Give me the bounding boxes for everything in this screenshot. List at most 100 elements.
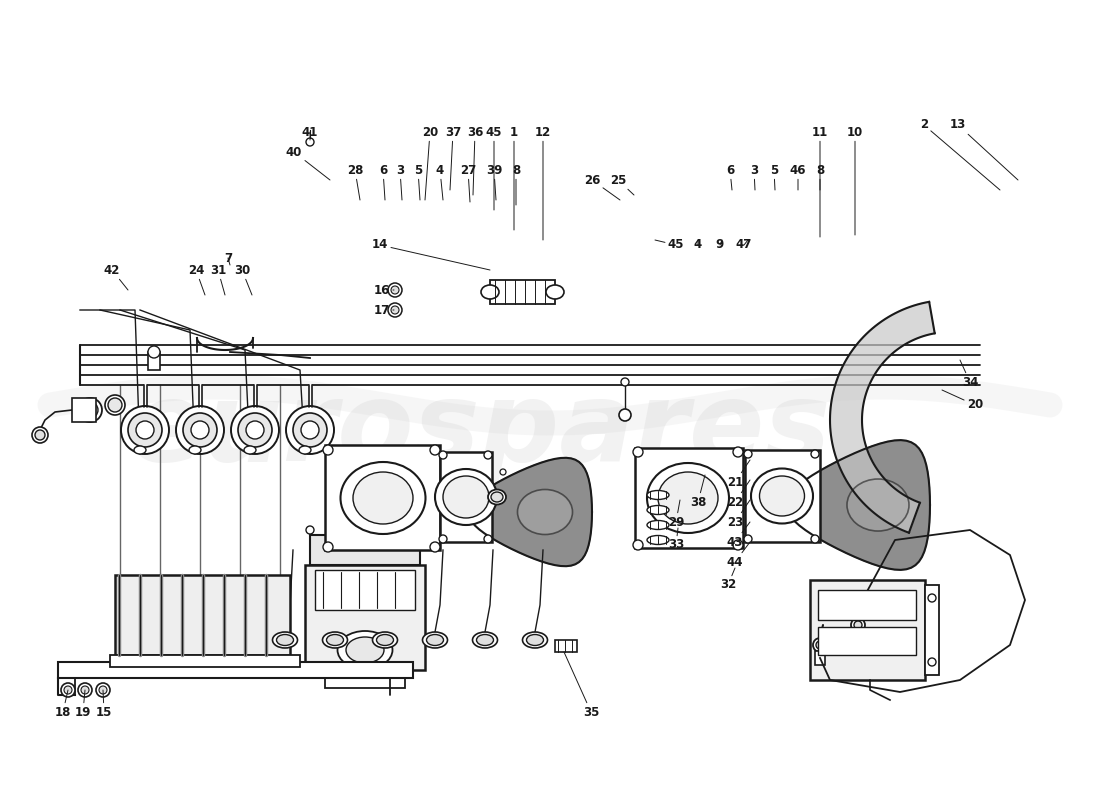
Text: 42: 42 bbox=[103, 263, 128, 290]
Text: 34: 34 bbox=[960, 360, 978, 389]
Bar bbox=[148, 352, 159, 370]
Text: 24: 24 bbox=[188, 263, 205, 295]
Circle shape bbox=[128, 413, 162, 447]
Ellipse shape bbox=[338, 631, 393, 669]
Ellipse shape bbox=[847, 479, 909, 531]
Circle shape bbox=[851, 618, 865, 632]
Ellipse shape bbox=[299, 446, 311, 454]
Bar bbox=[58, 662, 412, 678]
Circle shape bbox=[286, 406, 334, 454]
Text: 45: 45 bbox=[486, 126, 503, 210]
Text: 43: 43 bbox=[727, 522, 750, 549]
Text: 20: 20 bbox=[942, 390, 983, 411]
Circle shape bbox=[621, 378, 629, 386]
Text: 14: 14 bbox=[372, 238, 490, 270]
Circle shape bbox=[744, 450, 752, 458]
Ellipse shape bbox=[647, 521, 669, 530]
Ellipse shape bbox=[346, 637, 384, 663]
Text: 36: 36 bbox=[466, 126, 483, 195]
Text: 40: 40 bbox=[286, 146, 330, 180]
Bar bbox=[818, 590, 916, 620]
Text: eurospares: eurospares bbox=[129, 377, 832, 483]
Circle shape bbox=[430, 542, 440, 552]
Circle shape bbox=[35, 430, 45, 440]
Bar bbox=[324, 445, 440, 550]
Circle shape bbox=[64, 686, 72, 694]
Text: 16: 16 bbox=[374, 283, 394, 297]
Circle shape bbox=[323, 542, 333, 552]
Text: 8: 8 bbox=[816, 163, 824, 190]
Ellipse shape bbox=[527, 634, 543, 646]
Text: 10: 10 bbox=[847, 126, 864, 235]
Circle shape bbox=[183, 413, 217, 447]
Text: 9: 9 bbox=[716, 238, 724, 251]
Text: 39: 39 bbox=[486, 163, 503, 200]
Ellipse shape bbox=[373, 632, 397, 648]
Circle shape bbox=[99, 686, 107, 694]
Circle shape bbox=[928, 594, 936, 602]
Circle shape bbox=[231, 406, 279, 454]
Bar bbox=[925, 585, 939, 675]
Text: 3: 3 bbox=[750, 163, 758, 190]
Text: 5: 5 bbox=[414, 163, 422, 200]
Circle shape bbox=[191, 421, 209, 439]
Text: 22: 22 bbox=[727, 480, 750, 509]
Circle shape bbox=[484, 535, 492, 543]
Ellipse shape bbox=[751, 469, 813, 523]
Text: 41: 41 bbox=[301, 126, 318, 140]
Circle shape bbox=[811, 450, 819, 458]
Circle shape bbox=[301, 421, 319, 439]
Text: 31: 31 bbox=[210, 263, 227, 295]
Circle shape bbox=[430, 445, 440, 455]
Circle shape bbox=[104, 395, 125, 415]
Ellipse shape bbox=[522, 632, 548, 648]
Ellipse shape bbox=[647, 506, 669, 514]
Circle shape bbox=[323, 445, 333, 455]
Circle shape bbox=[811, 535, 819, 543]
Text: 47: 47 bbox=[736, 238, 752, 251]
Text: 28: 28 bbox=[346, 163, 363, 200]
Bar bbox=[440, 452, 492, 542]
Ellipse shape bbox=[134, 446, 146, 454]
Circle shape bbox=[306, 138, 313, 146]
Bar bbox=[315, 570, 415, 610]
Circle shape bbox=[500, 469, 506, 475]
Ellipse shape bbox=[353, 472, 412, 524]
Bar bbox=[116, 575, 290, 655]
Text: 38: 38 bbox=[690, 475, 706, 509]
Text: 6: 6 bbox=[378, 163, 387, 200]
Ellipse shape bbox=[647, 490, 669, 499]
Ellipse shape bbox=[376, 634, 394, 646]
Text: 45: 45 bbox=[654, 238, 684, 251]
Text: 8: 8 bbox=[512, 163, 520, 205]
Circle shape bbox=[60, 683, 75, 697]
Circle shape bbox=[306, 526, 313, 534]
Bar bbox=[818, 627, 916, 655]
Bar bbox=[324, 670, 405, 688]
Ellipse shape bbox=[647, 535, 669, 545]
Circle shape bbox=[176, 406, 224, 454]
Ellipse shape bbox=[476, 634, 494, 646]
Bar bbox=[556, 640, 578, 652]
Circle shape bbox=[928, 658, 936, 666]
Text: 46: 46 bbox=[790, 163, 806, 190]
Ellipse shape bbox=[341, 462, 426, 534]
Circle shape bbox=[81, 686, 89, 694]
Circle shape bbox=[82, 402, 98, 418]
Text: 29: 29 bbox=[668, 500, 684, 529]
Text: 6: 6 bbox=[726, 163, 734, 190]
Ellipse shape bbox=[481, 285, 499, 299]
Bar bbox=[310, 535, 420, 565]
Circle shape bbox=[388, 303, 401, 317]
Circle shape bbox=[484, 451, 492, 459]
Ellipse shape bbox=[473, 632, 497, 648]
Text: 23: 23 bbox=[727, 500, 750, 529]
Text: 12: 12 bbox=[535, 126, 551, 240]
Circle shape bbox=[733, 540, 742, 550]
Ellipse shape bbox=[422, 632, 448, 648]
Circle shape bbox=[96, 683, 110, 697]
Ellipse shape bbox=[491, 492, 503, 502]
Ellipse shape bbox=[488, 490, 506, 505]
Circle shape bbox=[619, 409, 631, 421]
Circle shape bbox=[390, 306, 399, 314]
